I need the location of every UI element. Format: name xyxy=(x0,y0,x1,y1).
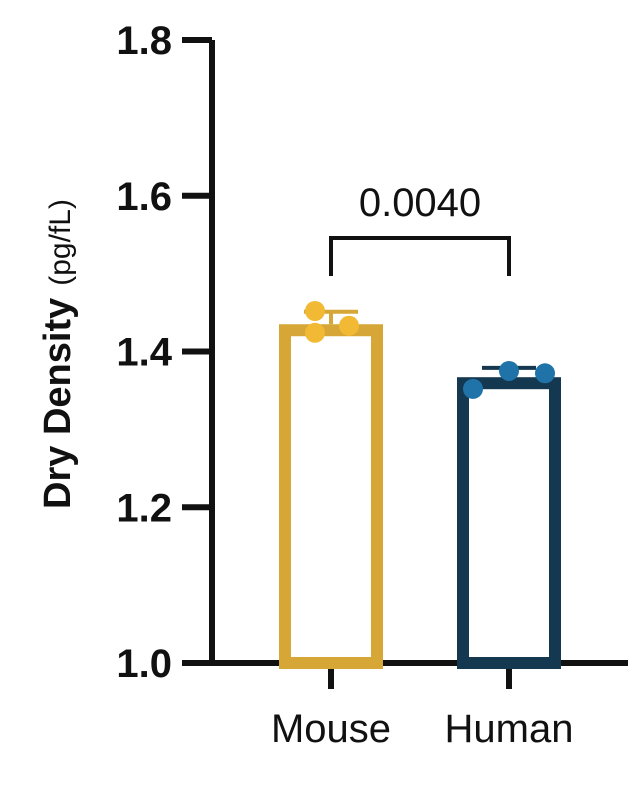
data-point xyxy=(305,322,325,343)
significance-bracket xyxy=(329,236,511,276)
y-tick-label: 1.2 xyxy=(116,486,172,530)
y-tick-label: 1.0 xyxy=(116,642,172,686)
x-tick-label: Mouse xyxy=(271,707,391,751)
bars xyxy=(279,324,561,669)
data-point xyxy=(535,363,555,384)
bar xyxy=(457,377,561,669)
bar xyxy=(279,324,383,669)
significance-annotations: 0.0040 xyxy=(329,181,511,276)
y-axis-title-label: Dry Density xyxy=(37,298,79,509)
p-value-label: 0.0040 xyxy=(359,181,481,225)
y-tick-label: 1.8 xyxy=(116,19,172,63)
axes: 1.0 1.2 1.4 1.6 1.8 Mouse Human xyxy=(116,19,628,751)
data-point xyxy=(499,360,519,381)
data-point xyxy=(463,378,483,399)
data-point xyxy=(339,315,359,336)
x-tick-label: Human xyxy=(445,707,574,751)
y-axis-title-unit: (pg/fL) xyxy=(44,199,77,286)
y-tick-label: 1.4 xyxy=(116,331,172,375)
data-points xyxy=(305,301,555,399)
y-axis-title: Dry Density (pg/fL) xyxy=(37,199,79,509)
data-point xyxy=(305,301,325,322)
svg-text:Dry Density (pg/fL): Dry Density (pg/fL) xyxy=(37,199,79,509)
y-tick-label: 1.6 xyxy=(116,175,172,219)
